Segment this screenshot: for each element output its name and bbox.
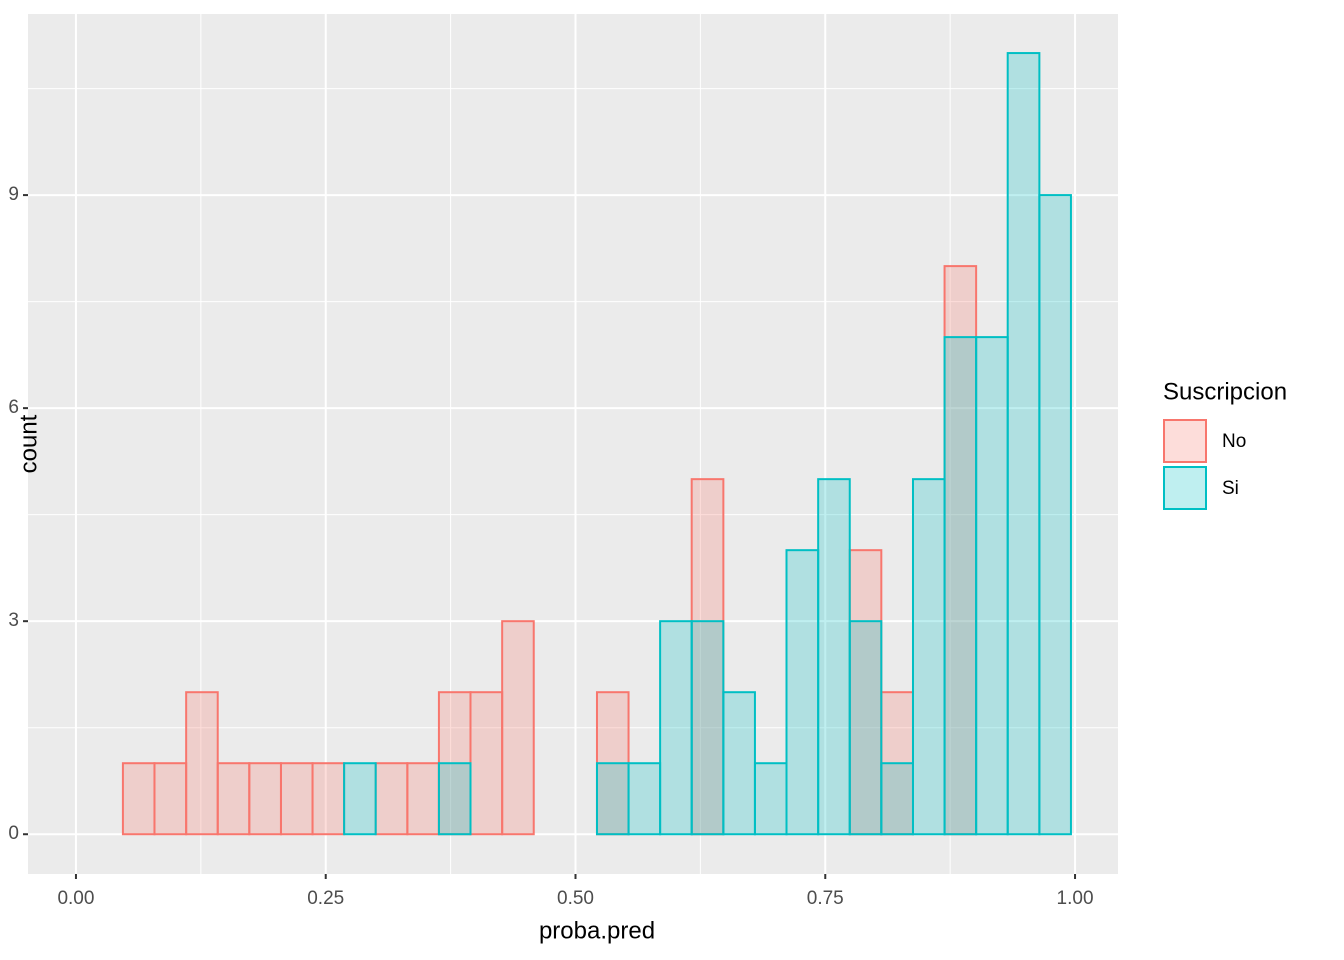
x-tick-label: 0.25 [307,888,344,909]
histogram-bar [911,478,946,836]
histogram-bar [785,549,820,836]
histogram-bar [880,762,914,836]
histogram-bar [753,762,788,836]
histogram-bar [437,762,472,836]
x-tick-label: 0.50 [557,888,594,909]
histogram-bar [1038,194,1072,836]
panel [28,14,1118,874]
histogram-bar [1006,52,1041,836]
histogram-bar [469,691,504,836]
histogram-bar [343,762,377,836]
histogram-bar [659,620,693,836]
histogram-bar [690,478,725,836]
legend-title: Suscripcion [1163,378,1287,405]
histogram-bar [153,762,188,836]
x-tick-label: 0.75 [807,888,844,909]
x-axis-title: proba.pred [539,917,655,944]
histogram-bar [943,336,978,836]
y-tick-label: 0 [8,823,19,844]
histogram-bar [627,762,662,836]
histogram-bar [817,478,851,836]
histogram-bar [406,762,440,836]
y-tick-label: 6 [8,397,19,418]
legend-key [1163,419,1207,463]
histogram-bar [374,762,409,836]
y-tick-label: 9 [8,184,19,205]
histogram-bar [501,620,535,836]
histogram-bar [595,762,630,836]
histogram-bar [121,762,156,836]
y-axis-title: count [15,414,42,473]
histogram-bar [311,762,346,836]
histogram-bar [248,762,282,836]
histogram-bar [975,336,1009,836]
legend-label: No [1222,431,1246,452]
legend-label: Si [1222,478,1239,499]
x-tick-label: 1.00 [1057,888,1094,909]
histogram-bar [722,691,756,836]
histogram-bar [279,762,314,836]
y-tick-label: 3 [8,610,19,631]
histogram-bar [185,691,219,836]
histogram-bar [848,620,883,836]
histogram-bar [216,762,251,836]
legend-key [1163,466,1207,510]
histogram-bar [690,620,725,836]
x-tick-label: 0.00 [57,888,94,909]
